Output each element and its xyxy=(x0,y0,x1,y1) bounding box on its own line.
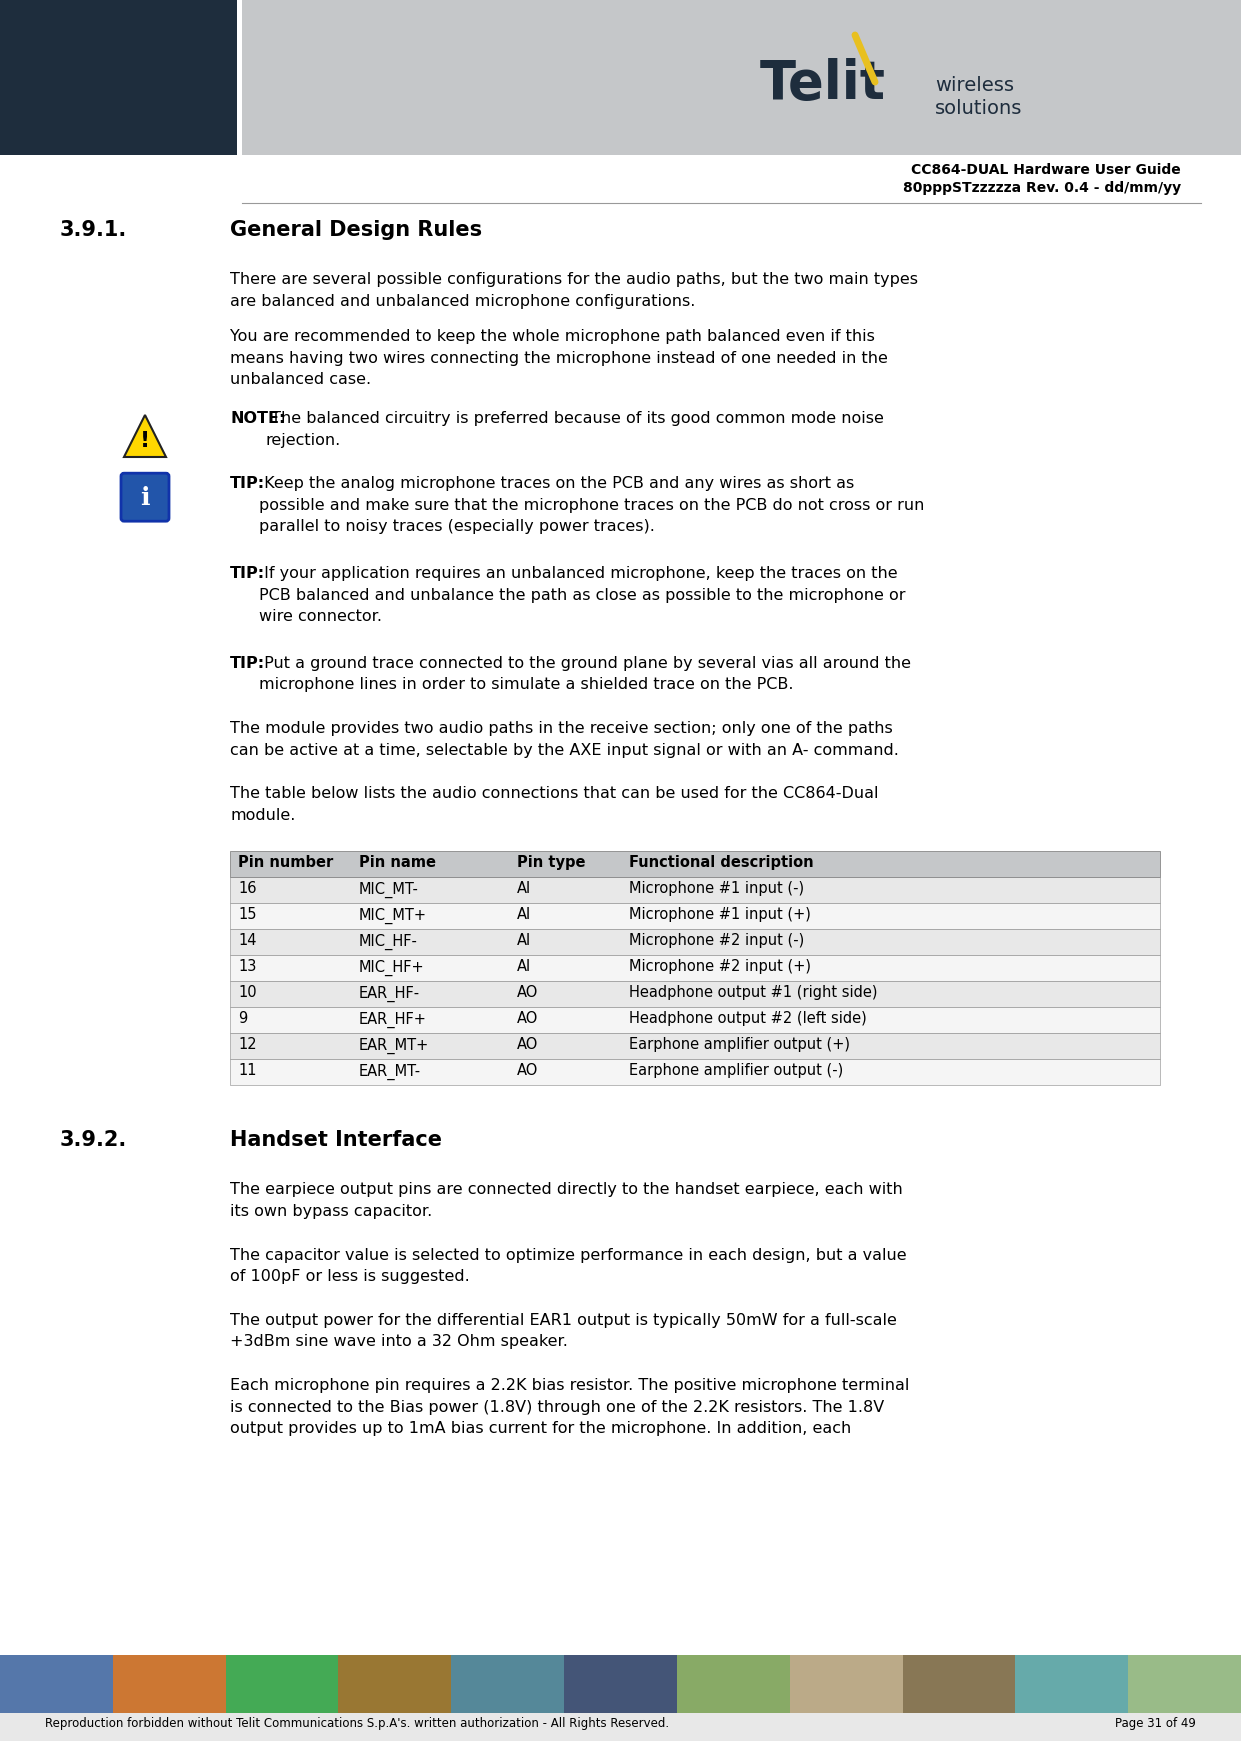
Text: CC864-DUAL Hardware User Guide: CC864-DUAL Hardware User Guide xyxy=(911,163,1181,177)
Text: EAR_MT-: EAR_MT- xyxy=(359,1064,421,1079)
Text: !: ! xyxy=(140,432,150,451)
Text: Microphone #1 input (+): Microphone #1 input (+) xyxy=(629,907,810,923)
Text: Keep the analog microphone traces on the PCB and any wires as short as
possible : Keep the analog microphone traces on the… xyxy=(258,476,923,534)
Text: AO: AO xyxy=(517,1011,539,1027)
Text: The table below lists the audio connections that can be used for the CC864-Dual
: The table below lists the audio connecti… xyxy=(230,786,879,823)
Text: Handset Interface: Handset Interface xyxy=(230,1130,442,1150)
Bar xyxy=(230,1034,1160,1060)
Text: General Design Rules: General Design Rules xyxy=(230,219,482,240)
Bar xyxy=(789,1655,902,1713)
Text: MIC_MT-: MIC_MT- xyxy=(359,881,418,897)
Text: 11: 11 xyxy=(238,1064,257,1078)
Text: Pin number: Pin number xyxy=(238,855,334,870)
Text: The earpiece output pins are connected directly to the handset earpiece, each wi: The earpiece output pins are connected d… xyxy=(230,1183,902,1220)
Bar xyxy=(339,1655,452,1713)
Text: NOTE:: NOTE: xyxy=(230,411,285,426)
Text: AI: AI xyxy=(517,960,531,974)
Text: AO: AO xyxy=(517,1064,539,1078)
Bar xyxy=(230,1060,1160,1085)
Text: TIP:: TIP: xyxy=(230,656,266,670)
Text: There are several possible configurations for the audio paths, but the two main : There are several possible configuration… xyxy=(230,272,918,309)
Bar xyxy=(0,1713,1241,1741)
Text: 16: 16 xyxy=(238,881,257,897)
Text: EAR_HF+: EAR_HF+ xyxy=(359,1011,427,1028)
Text: EAR_HF-: EAR_HF- xyxy=(359,985,419,1002)
Bar xyxy=(230,1007,1160,1034)
Text: AI: AI xyxy=(517,881,531,897)
Text: The capacitor value is selected to optimize performance in each design, but a va: The capacitor value is selected to optim… xyxy=(230,1248,907,1285)
Bar xyxy=(565,1655,676,1713)
Bar xyxy=(230,955,1160,981)
Text: Microphone #1 input (-): Microphone #1 input (-) xyxy=(629,881,804,897)
Text: AO: AO xyxy=(517,1037,539,1053)
FancyBboxPatch shape xyxy=(122,474,169,521)
Text: Microphone #2 input (+): Microphone #2 input (+) xyxy=(629,960,810,974)
Bar xyxy=(452,1655,565,1713)
Text: 80pppSTzzzzza Rev. 0.4 - dd/mm/yy: 80pppSTzzzzza Rev. 0.4 - dd/mm/yy xyxy=(903,181,1181,195)
Bar xyxy=(230,930,1160,955)
Text: The module provides two audio paths in the receive section; only one of the path: The module provides two audio paths in t… xyxy=(230,721,898,758)
Bar xyxy=(113,1655,226,1713)
Text: Pin type: Pin type xyxy=(517,855,586,870)
Bar xyxy=(0,1655,113,1713)
Text: MIC_HF-: MIC_HF- xyxy=(359,934,418,949)
Bar xyxy=(1015,1655,1128,1713)
Text: Telit: Telit xyxy=(759,58,886,111)
Text: Page 31 of 49: Page 31 of 49 xyxy=(1116,1716,1196,1730)
Text: TIP:: TIP: xyxy=(230,476,266,491)
Bar xyxy=(226,1655,339,1713)
Text: AI: AI xyxy=(517,907,531,923)
Bar xyxy=(676,1655,789,1713)
Text: 14: 14 xyxy=(238,934,257,948)
Text: 3.9.2.: 3.9.2. xyxy=(60,1130,128,1150)
Text: 3.9.1.: 3.9.1. xyxy=(60,219,128,240)
Bar xyxy=(1128,1655,1241,1713)
Text: Put a ground trace connected to the ground plane by several vias all around the
: Put a ground trace connected to the grou… xyxy=(258,656,911,693)
Text: wireless: wireless xyxy=(934,75,1014,95)
Text: TIP:: TIP: xyxy=(230,565,266,581)
Bar xyxy=(237,0,242,154)
Text: MIC_MT+: MIC_MT+ xyxy=(359,907,427,923)
Text: Each microphone pin requires a 2.2K bias resistor. The positive microphone termi: Each microphone pin requires a 2.2K bias… xyxy=(230,1378,910,1436)
Bar xyxy=(0,0,237,154)
Text: Earphone amplifier output (+): Earphone amplifier output (+) xyxy=(629,1037,850,1053)
Text: i: i xyxy=(140,486,150,511)
Text: MIC_HF+: MIC_HF+ xyxy=(359,960,424,976)
Polygon shape xyxy=(124,414,166,456)
Text: If your application requires an unbalanced microphone, keep the traces on the
PC: If your application requires an unbalanc… xyxy=(258,565,905,625)
Bar xyxy=(230,878,1160,904)
Text: 12: 12 xyxy=(238,1037,257,1053)
Bar xyxy=(237,0,1241,154)
Text: solutions: solutions xyxy=(934,98,1023,118)
Text: You are recommended to keep the whole microphone path balanced even if this
mean: You are recommended to keep the whole mi… xyxy=(230,330,887,388)
Text: Headphone output #2 (left side): Headphone output #2 (left side) xyxy=(629,1011,866,1027)
Text: AI: AI xyxy=(517,934,531,948)
Text: Headphone output #1 (right side): Headphone output #1 (right side) xyxy=(629,985,877,1000)
Bar xyxy=(230,851,1160,878)
Text: EAR_MT+: EAR_MT+ xyxy=(359,1037,429,1053)
Text: 10: 10 xyxy=(238,985,257,1000)
Text: Earphone amplifier output (-): Earphone amplifier output (-) xyxy=(629,1064,843,1078)
Text: AO: AO xyxy=(517,985,539,1000)
Text: Pin name: Pin name xyxy=(359,855,436,870)
Text: Microphone #2 input (-): Microphone #2 input (-) xyxy=(629,934,804,948)
Text: 15: 15 xyxy=(238,907,257,923)
Text: The balanced circuitry is preferred because of its good common mode noise
reject: The balanced circuitry is preferred beca… xyxy=(266,411,884,448)
Bar xyxy=(902,1655,1015,1713)
Text: The output power for the differential EAR1 output is typically 50mW for a full-s: The output power for the differential EA… xyxy=(230,1313,897,1350)
Text: Reproduction forbidden without Telit Communications S.p.A's. written authorizati: Reproduction forbidden without Telit Com… xyxy=(45,1716,669,1730)
Text: 9: 9 xyxy=(238,1011,247,1027)
Text: 13: 13 xyxy=(238,960,257,974)
Text: Functional description: Functional description xyxy=(629,855,813,870)
Bar xyxy=(230,981,1160,1007)
Bar xyxy=(230,904,1160,930)
